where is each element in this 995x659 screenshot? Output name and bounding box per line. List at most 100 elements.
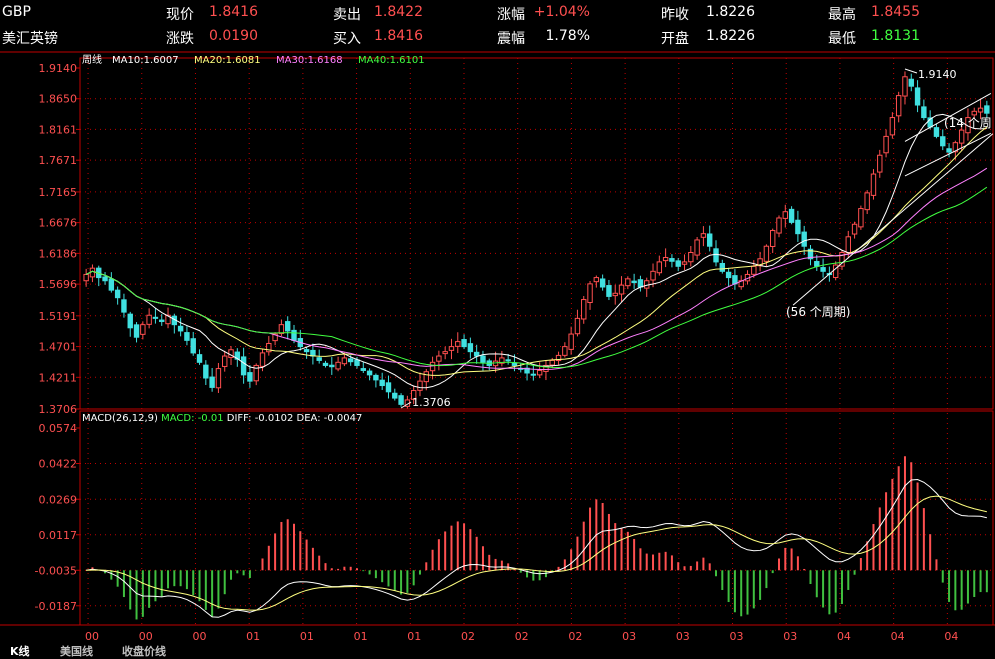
candle-body bbox=[820, 267, 826, 272]
candle-body bbox=[612, 292, 618, 297]
candle-body bbox=[335, 361, 341, 370]
candle-body bbox=[455, 341, 461, 347]
candle-body bbox=[234, 351, 241, 360]
price-tick-label: 1.8650 bbox=[39, 93, 78, 106]
candle-body bbox=[354, 359, 360, 366]
low-annotation: 1.3706 bbox=[412, 396, 451, 409]
quote-value: 1.78% bbox=[545, 28, 590, 44]
quote-label: 昨收 bbox=[661, 7, 689, 23]
macd-sep: : bbox=[191, 413, 198, 424]
macd-tick-label: 0.0574 bbox=[39, 422, 78, 435]
candle-body bbox=[851, 223, 858, 235]
candle-body bbox=[203, 364, 209, 379]
candle-body bbox=[606, 285, 612, 297]
price-tick-label: 1.8161 bbox=[39, 123, 78, 136]
macd-tick-label: 0.0422 bbox=[39, 458, 78, 471]
candle-body bbox=[568, 333, 574, 350]
candle-body bbox=[839, 251, 845, 267]
candle-body bbox=[946, 148, 952, 153]
candle-body bbox=[278, 324, 285, 335]
price-tick-label: 1.7165 bbox=[39, 186, 78, 199]
candle-body bbox=[883, 135, 889, 154]
time-tick-label: 01 bbox=[300, 630, 314, 643]
ma-line bbox=[85, 186, 988, 368]
candle-body bbox=[291, 329, 297, 341]
time-tick-label: 03 bbox=[676, 630, 690, 643]
quote-label: 现价 bbox=[166, 7, 194, 23]
macd-series-value: -0.0102 bbox=[255, 413, 294, 424]
time-tick-label: 00 bbox=[139, 630, 153, 643]
candle-body bbox=[877, 154, 883, 173]
quote-value: 1.8226 bbox=[706, 4, 755, 20]
candle-body bbox=[423, 371, 429, 383]
quote-label: 买入 bbox=[333, 31, 361, 47]
candle-body bbox=[266, 342, 272, 353]
candle-body bbox=[385, 382, 392, 393]
candle-body bbox=[858, 208, 864, 228]
candle-body bbox=[108, 278, 115, 291]
candle-body bbox=[801, 231, 807, 247]
candle-body bbox=[889, 117, 896, 136]
ma-legend-sep: : bbox=[222, 55, 225, 66]
candle-body bbox=[209, 376, 215, 388]
candle-body bbox=[700, 233, 707, 238]
ma-legend-value: 1.6101 bbox=[390, 55, 425, 66]
candle-body bbox=[713, 248, 719, 263]
price-panel-frame bbox=[79, 57, 994, 410]
tab-ohlc[interactable]: 美国线 bbox=[60, 644, 93, 658]
time-tick-label: 02 bbox=[568, 630, 582, 643]
macd-tick-label: 0.0269 bbox=[39, 493, 78, 506]
candle-body bbox=[788, 208, 795, 223]
quote-label: 涨幅 bbox=[497, 7, 525, 23]
candle-body bbox=[417, 380, 423, 391]
candle-body bbox=[662, 257, 669, 262]
quote-label: 涨跌 bbox=[166, 31, 194, 47]
macd-tick-label: -0.0035 bbox=[35, 564, 77, 577]
candle-body bbox=[952, 142, 959, 153]
ma-legend-name: MA10 bbox=[112, 55, 140, 66]
price-tick-label: 1.5696 bbox=[39, 278, 78, 291]
candle-body bbox=[832, 264, 839, 279]
tab-label: 美国线 bbox=[60, 644, 93, 658]
candle-body bbox=[562, 346, 568, 356]
candle-body bbox=[637, 279, 644, 288]
candle-body bbox=[329, 364, 335, 368]
tab-kline[interactable]: K线 bbox=[6, 644, 36, 658]
quote-value: 1.8131 bbox=[871, 28, 920, 44]
candle-body bbox=[165, 314, 171, 325]
ma-legend-name: MA40 bbox=[358, 55, 386, 66]
candle-body bbox=[322, 362, 329, 366]
quote-value: 0.0190 bbox=[209, 28, 258, 44]
candle-body bbox=[593, 277, 600, 283]
macd-tick-label: 0.0117 bbox=[39, 529, 78, 542]
channel-annotation: (56 个周期) bbox=[786, 305, 850, 319]
time-tick-label: 03 bbox=[622, 630, 636, 643]
candle-body bbox=[650, 270, 656, 281]
ma-legend-name: MA20 bbox=[194, 55, 222, 66]
candle-body bbox=[555, 354, 562, 362]
ma-legend-name: MA20:1.6081 bbox=[194, 55, 261, 66]
candle-body bbox=[530, 373, 537, 376]
ma-legend-value: 1.6168 bbox=[308, 55, 343, 66]
symbol-label: GBP bbox=[2, 4, 31, 20]
candle-body bbox=[83, 273, 89, 282]
tab-close-line[interactable]: 收盘价线 bbox=[122, 644, 166, 658]
candle-body bbox=[467, 343, 474, 353]
macd-legend: MACD(26,12,9) MACD: -0.01 DIFF: -0.0102 … bbox=[82, 413, 362, 424]
macd-series-name: MACD bbox=[161, 413, 191, 424]
ma-legend-sep: : bbox=[304, 55, 307, 66]
macd-sep: : bbox=[248, 413, 255, 424]
candle-body bbox=[631, 280, 637, 284]
candle-body bbox=[247, 372, 253, 382]
time-tick-label: 01 bbox=[246, 630, 260, 643]
period-label: 周线 bbox=[82, 53, 102, 66]
candle-body bbox=[782, 211, 788, 219]
candle-body bbox=[480, 355, 486, 363]
candle-body bbox=[908, 78, 914, 87]
candle-body bbox=[536, 369, 543, 376]
price-tick-label: 1.6186 bbox=[39, 247, 78, 260]
quote-value: 1.8455 bbox=[871, 4, 920, 20]
candle-body bbox=[933, 127, 940, 137]
ma-line bbox=[85, 126, 988, 376]
candle-body bbox=[366, 370, 373, 376]
